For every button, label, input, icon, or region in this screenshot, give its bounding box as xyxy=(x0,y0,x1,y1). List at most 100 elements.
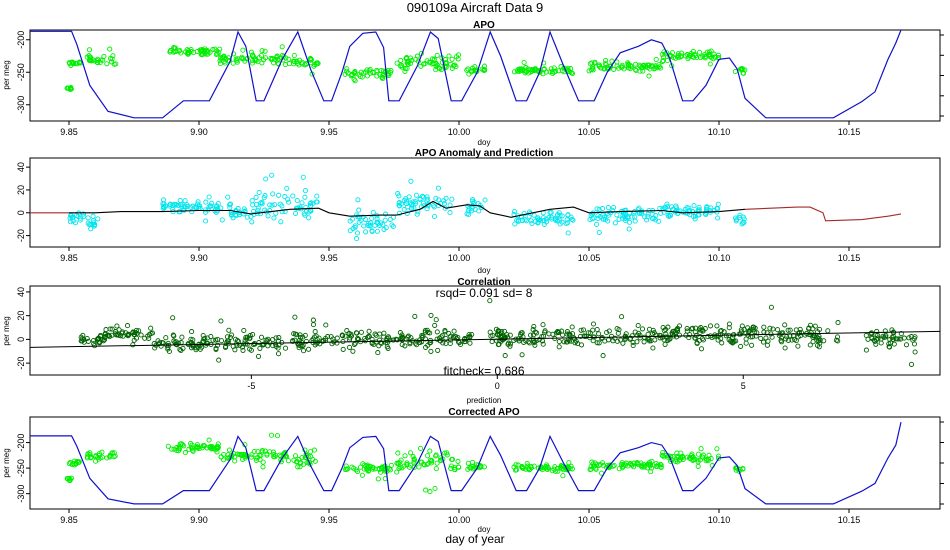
data-point xyxy=(196,446,203,452)
x-tick-label: 9.85 xyxy=(60,127,78,137)
data-point xyxy=(69,59,75,65)
data-point xyxy=(179,201,185,207)
data-point xyxy=(434,336,440,342)
data-point xyxy=(111,450,117,456)
data-point xyxy=(425,460,431,467)
panel-correlation-title: Correlation xyxy=(457,277,510,288)
data-point xyxy=(171,333,177,339)
data-point xyxy=(582,333,588,340)
data-point xyxy=(409,58,415,64)
data-point xyxy=(213,337,219,343)
data-point xyxy=(359,472,365,478)
data-point xyxy=(512,221,518,227)
data-point xyxy=(887,336,893,343)
data-point xyxy=(265,336,271,342)
data-point xyxy=(218,318,224,324)
data-point xyxy=(202,336,208,342)
y-tick-label: 20 xyxy=(16,185,26,195)
data-point xyxy=(251,448,257,455)
data-point xyxy=(594,221,600,227)
data-point xyxy=(700,53,706,59)
data-point xyxy=(252,341,258,347)
data-point xyxy=(377,331,383,337)
correlation-fitcheck-label: fitcheck= 0.686 xyxy=(443,364,524,378)
data-point xyxy=(101,337,108,343)
data-point xyxy=(684,325,690,332)
data-point xyxy=(432,322,438,328)
data-point xyxy=(429,61,435,67)
data-point xyxy=(507,341,514,347)
data-point xyxy=(639,211,645,217)
data-point xyxy=(286,56,292,62)
data-point xyxy=(182,204,188,210)
data-point xyxy=(247,346,253,352)
data-point xyxy=(565,212,571,218)
data-point xyxy=(531,463,537,469)
data-point xyxy=(590,327,596,333)
data-point xyxy=(428,312,434,318)
y-tick-label: -250 xyxy=(16,63,26,81)
data-point xyxy=(465,203,471,209)
data-point xyxy=(471,68,477,74)
data-point xyxy=(557,221,563,227)
data-point xyxy=(414,338,420,344)
footer-xlabel: day of year xyxy=(445,532,504,546)
data-point xyxy=(750,324,756,330)
data-point xyxy=(465,460,471,466)
data-point xyxy=(645,214,651,220)
data-point xyxy=(95,216,101,222)
data-point xyxy=(396,203,403,209)
data-point xyxy=(474,67,480,73)
data-point xyxy=(260,459,266,465)
data-point xyxy=(382,217,388,223)
data-point xyxy=(588,463,594,470)
data-point xyxy=(195,199,201,205)
data-point xyxy=(380,222,386,228)
data-point xyxy=(384,337,390,343)
data-point xyxy=(405,334,411,340)
data-point xyxy=(696,204,702,210)
data-point xyxy=(116,327,122,333)
data-point xyxy=(124,323,131,329)
data-point xyxy=(96,340,103,346)
data-point xyxy=(431,213,438,220)
y-tick-label: 40 xyxy=(16,162,26,172)
data-point xyxy=(282,194,288,200)
data-point xyxy=(235,56,241,62)
data-point xyxy=(878,336,884,342)
y-tick-label: -20 xyxy=(16,357,26,370)
data-point xyxy=(732,215,739,221)
panel-corrected-marks xyxy=(30,421,902,505)
data-point xyxy=(149,330,156,336)
data-point xyxy=(542,329,548,335)
data-point xyxy=(564,217,570,223)
data-point xyxy=(399,64,405,70)
data-point xyxy=(360,461,366,467)
data-point xyxy=(226,327,232,333)
data-point xyxy=(544,466,550,472)
data-point xyxy=(310,456,316,463)
data-point xyxy=(208,333,214,340)
data-point xyxy=(658,65,664,71)
panel-anomaly-frame xyxy=(29,157,941,248)
data-point xyxy=(173,202,179,208)
data-point xyxy=(234,451,240,457)
data-point xyxy=(370,209,376,215)
data-point xyxy=(549,216,555,222)
data-point xyxy=(596,331,602,337)
data-point xyxy=(596,340,602,346)
data-point xyxy=(630,339,636,346)
data-point xyxy=(532,329,538,335)
x-tick-label: 5 xyxy=(741,381,746,391)
data-point xyxy=(92,343,98,349)
data-point xyxy=(361,223,367,229)
data-point xyxy=(726,321,732,327)
data-point xyxy=(214,51,220,57)
data-point xyxy=(234,338,241,344)
data-point xyxy=(342,71,348,77)
data-point xyxy=(528,69,534,75)
x-tick-label: 10.15 xyxy=(838,127,861,137)
data-point xyxy=(271,215,277,221)
data-point xyxy=(548,209,554,215)
data-point xyxy=(241,451,247,457)
